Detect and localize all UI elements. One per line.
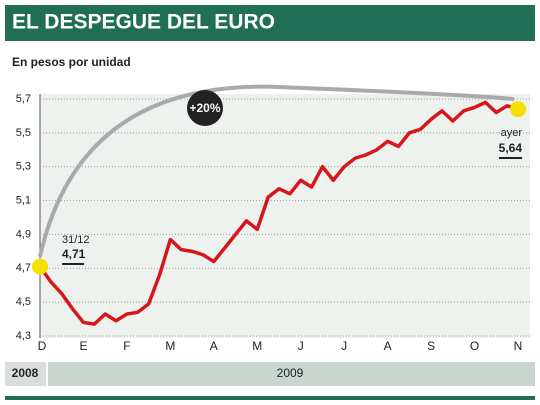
- change-badge: [187, 90, 223, 126]
- x-tick-label: F: [123, 339, 130, 353]
- start-note: 31/12: [62, 234, 90, 246]
- value-label: 5,64: [499, 141, 523, 155]
- x-tick-label: D: [38, 339, 47, 353]
- year-box: [5, 362, 46, 386]
- chart-title: EL DESPEGUE DEL EURO: [12, 11, 275, 34]
- x-tick-label: A: [384, 339, 392, 353]
- bottom-rule: [5, 396, 535, 400]
- end-point: [32, 258, 48, 275]
- y-tick-label: 4,5: [16, 296, 31, 308]
- change-note: +20%: [189, 101, 220, 115]
- x-tick-label: J: [341, 339, 347, 353]
- title-band: [5, 5, 535, 41]
- year-box: [48, 362, 535, 386]
- x-tick-label: S: [427, 339, 435, 353]
- trend-arrow: [38, 84, 515, 258]
- x-tick-label: M: [252, 339, 262, 353]
- line: [38, 100, 519, 326]
- x-tick-label: A: [210, 339, 218, 353]
- x-tick-label: M: [165, 339, 175, 353]
- y-tick-label: 5,5: [16, 127, 31, 139]
- year-label: 2009: [277, 366, 304, 380]
- y-tick-label: 4,7: [16, 262, 31, 274]
- x-tick-label: O: [470, 339, 479, 353]
- x-tick-label: N: [514, 339, 523, 353]
- subtitle: En pesos por unidad: [12, 55, 131, 69]
- y-tick-label: 4,3: [16, 330, 31, 342]
- end-note: ayer: [501, 127, 523, 139]
- y-tick-label: 5,7: [16, 93, 31, 105]
- year-label: 2008: [12, 366, 39, 380]
- value-label: 4,71: [62, 247, 86, 261]
- end-point: [510, 101, 526, 118]
- y-tick-label: 4,9: [16, 228, 31, 240]
- y-tick-label: 5,1: [16, 194, 31, 206]
- y-tick-label: 5,3: [16, 161, 31, 173]
- x-tick-label: J: [298, 339, 304, 353]
- plot-background: [40, 94, 530, 338]
- x-tick-label: E: [79, 339, 87, 353]
